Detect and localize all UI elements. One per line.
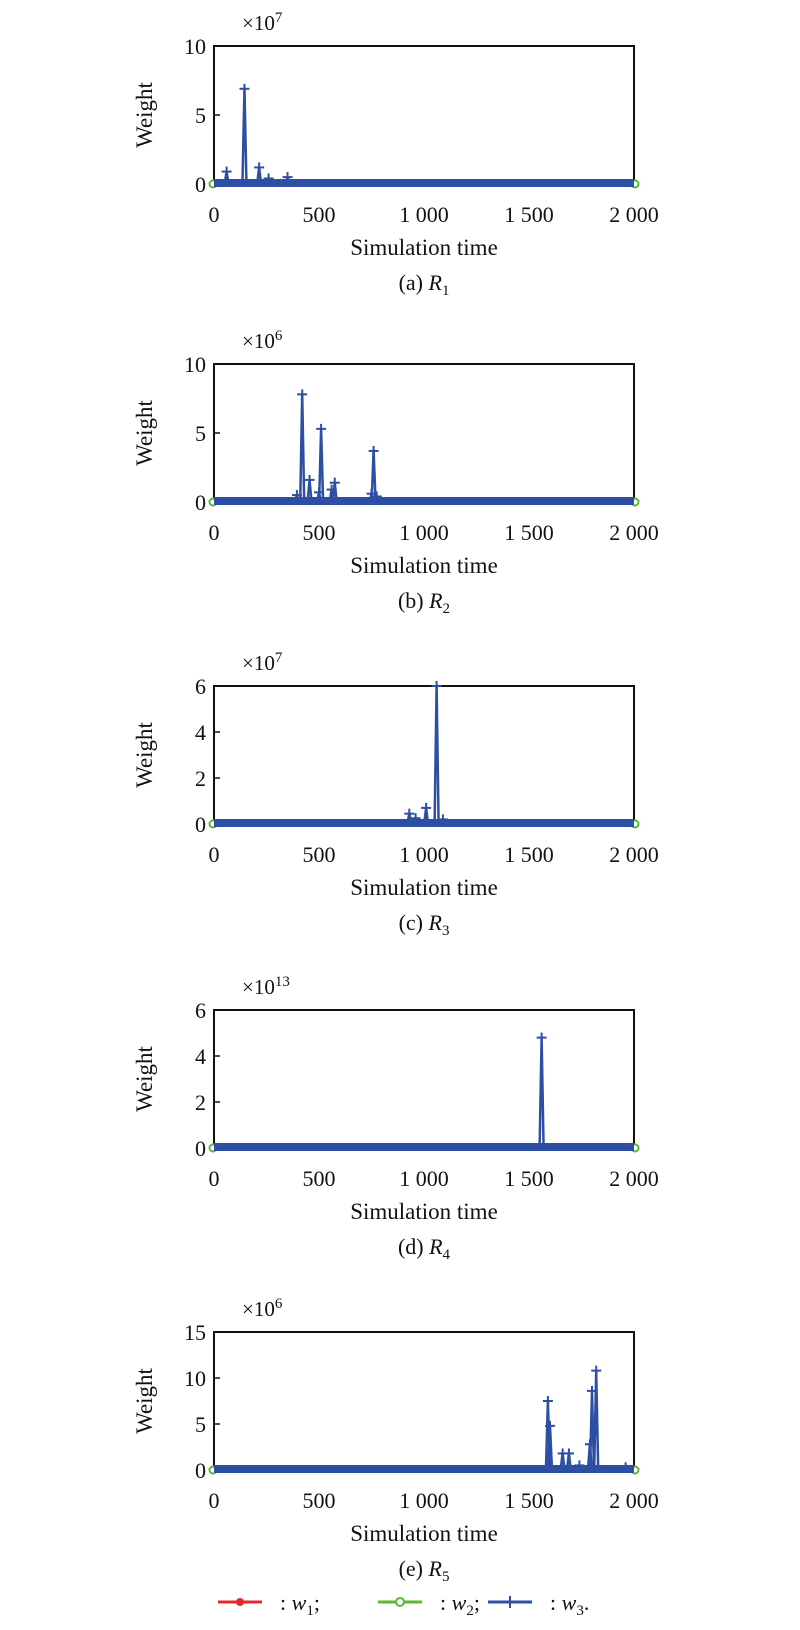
axis-multiplier: ×107 (242, 650, 283, 675)
x-tick-label: 2 000 (609, 1488, 659, 1513)
y-tick-label: 0 (195, 490, 206, 515)
series-band-w3 (214, 497, 634, 505)
chart-panel-0: ×107 0 5 10 0 500 1 000 1 500 2 000 Weight Simulat… (132, 10, 659, 299)
x-tick-label: 1 000 (399, 1488, 449, 1513)
x-tick-label: 2 000 (609, 842, 659, 867)
x-tick-label: 1 500 (504, 842, 554, 867)
y-tick-label: 10 (184, 1366, 206, 1391)
legend-marker-dot-icon (236, 1598, 244, 1606)
axis-multiplier: ×106 (242, 1296, 283, 1321)
x-tick-label: 2 000 (609, 520, 659, 545)
y-axis-label: Weight (132, 1045, 157, 1111)
series-spike-w3 (317, 428, 325, 503)
x-tick-label: 1 500 (504, 520, 554, 545)
series-spike-w3 (538, 1037, 545, 1149)
plot-frame (213, 1331, 635, 1471)
y-tick-label: 10 (184, 34, 206, 59)
x-tick-label: 500 (303, 202, 336, 227)
y-tick-label: 0 (195, 1136, 206, 1161)
chart-panel-3: ×1013 0 2 4 6 0 500 1 000 1 500 2 000 Weight Simula… (132, 974, 659, 1263)
y-tick-label: 2 (195, 766, 206, 791)
y-tick-label: 4 (195, 1044, 206, 1069)
chart-panel-1: ×106 0 5 10 0 500 1 000 1 500 2 000 Weight Simulat… (132, 328, 659, 617)
y-tick-label: 5 (195, 1412, 206, 1437)
y-tick-label: 0 (195, 812, 206, 837)
y-tick-label: 0 (195, 172, 206, 197)
plot-frame (213, 1009, 635, 1149)
x-tick-label: 1 500 (504, 1488, 554, 1513)
legend-marker-circle-icon (395, 1597, 405, 1607)
y-tick-label: 2 (195, 1090, 206, 1115)
x-axis-label: Simulation time (350, 1521, 498, 1546)
series-spike-w3 (433, 685, 440, 825)
chart-panel-4: ×106 0 5 10 15 0 500 1 000 1 500 2 000 Weight Simul… (132, 1296, 659, 1585)
axis-multiplier: ×107 (242, 10, 283, 35)
series-band-w3 (214, 1143, 634, 1151)
y-axis-label: Weight (132, 81, 157, 147)
x-axis-label: Simulation time (350, 235, 498, 260)
series-spike-w3 (298, 394, 306, 503)
series-spike-w3 (241, 88, 248, 185)
x-tick-label: 0 (209, 520, 220, 545)
y-tick-label: 5 (195, 421, 206, 446)
plot-frame (213, 363, 635, 503)
x-tick-label: 500 (303, 520, 336, 545)
x-tick-label: 1 000 (399, 520, 449, 545)
panel-caption: (c) R3 (399, 910, 450, 939)
chart-panel-2: ×107 0 2 4 6 0 500 1 000 1 500 2 000 Weight Simulat… (132, 650, 659, 939)
x-tick-label: 1 500 (504, 1166, 554, 1191)
y-axis-label: Weight (132, 1367, 157, 1433)
x-tick-label: 1 000 (399, 842, 449, 867)
x-tick-label: 0 (209, 1166, 220, 1191)
panel-caption: (b) R2 (398, 588, 450, 617)
x-tick-label: 500 (303, 842, 336, 867)
x-tick-label: 500 (303, 1488, 336, 1513)
series-band-w3 (214, 1465, 634, 1473)
legend-label-w1: : w1; (280, 1590, 320, 1619)
x-tick-label: 0 (209, 1488, 220, 1513)
legend-label-w2: : w2; (440, 1590, 480, 1619)
panel-caption: (e) R5 (399, 1556, 450, 1585)
x-axis-label: Simulation time (350, 875, 498, 900)
x-tick-label: 1 000 (399, 1166, 449, 1191)
y-axis-label: Weight (132, 721, 157, 787)
legend: : w1; : w2; : w3. (218, 1590, 589, 1619)
x-tick-label: 500 (303, 1166, 336, 1191)
x-axis-label: Simulation time (350, 1199, 498, 1224)
legend-label-w3: : w3. (550, 1590, 589, 1619)
panel-caption: (d) R4 (398, 1234, 451, 1263)
series-spike-w3 (592, 1370, 600, 1471)
x-tick-label: 0 (209, 842, 220, 867)
x-axis-label: Simulation time (350, 553, 498, 578)
y-tick-label: 0 (195, 1458, 206, 1483)
y-tick-label: 6 (195, 674, 206, 699)
y-tick-label: 4 (195, 720, 206, 745)
axis-multiplier: ×106 (242, 328, 283, 353)
y-tick-label: 6 (195, 998, 206, 1023)
x-tick-label: 1 500 (504, 202, 554, 227)
y-tick-label: 10 (184, 352, 206, 377)
plot-frame (213, 685, 635, 825)
y-tick-label: 5 (195, 103, 206, 128)
y-axis-label: Weight (132, 399, 157, 465)
x-tick-label: 2 000 (609, 202, 659, 227)
x-tick-label: 0 (209, 202, 220, 227)
axis-multiplier: ×1013 (242, 974, 290, 999)
series-band-w3 (214, 179, 634, 187)
y-tick-label: 15 (184, 1320, 206, 1345)
plot-frame (213, 45, 635, 185)
panel-caption: (a) R1 (399, 270, 450, 299)
x-tick-label: 2 000 (609, 1166, 659, 1191)
x-tick-label: 1 000 (399, 202, 449, 227)
